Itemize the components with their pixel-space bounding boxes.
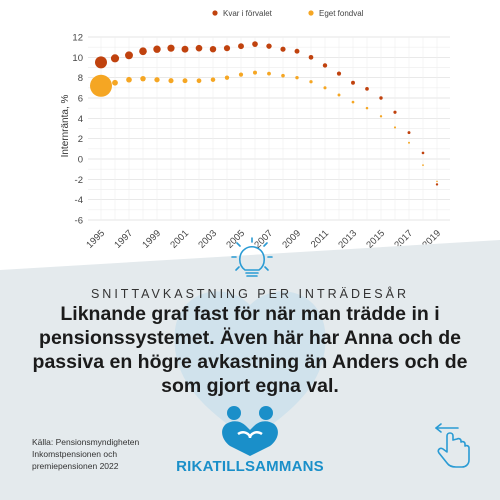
headline-text: Liknande graf fast för när man trädde in… <box>32 303 468 397</box>
point-eget-fondval <box>379 115 383 118</box>
point-kvar-i-forvalet <box>322 63 328 68</box>
point-eget-fondval <box>422 164 424 166</box>
point-eget-fondval <box>140 75 146 82</box>
point-eget-fondval <box>210 77 216 82</box>
point-kvar-i-forvalet <box>365 87 369 91</box>
swipe-left-hand-icon <box>435 423 470 468</box>
legend-swatch <box>212 10 218 16</box>
chart-grid <box>88 36 450 221</box>
x-axis: 1995 1997 1999 2001 2003 2005 2007 2009 2011 2013… <box>84 228 443 251</box>
point-eget-fondval <box>238 72 244 77</box>
point-kvar-i-forvalet <box>379 96 383 100</box>
x-tick-label: 2019 <box>420 228 443 251</box>
point-kvar-i-forvalet <box>153 45 161 53</box>
point-kvar-i-forvalet <box>181 45 189 53</box>
point-eget-fondval <box>224 75 230 80</box>
y-tick-label: 12 <box>72 33 83 44</box>
point-eget-fondval <box>323 86 327 90</box>
point-eget-fondval <box>295 75 299 80</box>
point-kvar-i-forvalet <box>336 71 342 76</box>
source-note: Källa: Pensionsmyndigheten Inkomstpensio… <box>32 437 140 471</box>
y-tick-label: 10 <box>72 53 83 64</box>
point-kvar-i-forvalet <box>393 110 397 114</box>
point-kvar-i-forvalet <box>280 46 286 52</box>
point-kvar-i-forvalet <box>421 151 425 155</box>
point-eget-fondval <box>196 78 202 84</box>
x-tick-label: 2015 <box>364 228 387 251</box>
y-tick-label: 4 <box>78 114 83 125</box>
chart: 12 10 8 6 4 2 0 -2 -4 -6 1995 1997 1999 2001 2003 2005… <box>60 9 450 251</box>
point-kvar-i-forvalet <box>266 43 272 49</box>
point-kvar-i-forvalet <box>125 51 133 60</box>
point-eget-fondval <box>337 93 341 97</box>
point-eget-fondval <box>309 80 313 84</box>
y-tick-label: -6 <box>75 216 83 227</box>
y-tick-label: -4 <box>75 195 83 206</box>
point-eget-fondval <box>126 76 132 83</box>
x-tick-label: 2011 <box>309 228 331 250</box>
x-tick-label: 1999 <box>140 228 163 251</box>
point-kvar-i-forvalet <box>195 44 203 52</box>
point-eget-fondval <box>351 100 355 104</box>
x-tick-label: 2009 <box>280 228 303 251</box>
x-tick-label: 2003 <box>196 228 219 251</box>
point-eget-fondval <box>112 79 118 86</box>
people-heart-logo-icon <box>222 406 278 456</box>
y-tick-label: 8 <box>78 73 83 84</box>
y-tick-label: 2 <box>78 134 83 145</box>
y-tick-label: -2 <box>75 175 83 186</box>
y-axis-label: Internränta, % <box>60 94 71 157</box>
point-kvar-i-forvalet <box>308 55 314 60</box>
y-tick-label: 6 <box>78 94 83 105</box>
y-axis: 12 10 8 6 4 2 0 -2 -4 -6 <box>72 33 83 227</box>
point-eget-fondval <box>168 78 174 84</box>
point-kvar-i-forvalet <box>294 48 300 54</box>
x-tick-label: 1997 <box>112 228 135 251</box>
point-eget-fondval <box>393 126 397 129</box>
point-eget-fondval <box>365 106 369 110</box>
point-eget-fondval <box>408 141 410 144</box>
x-tick-label: 2017 <box>392 228 415 251</box>
point-kvar-i-forvalet <box>435 183 439 186</box>
chart-marks <box>90 41 439 186</box>
point-kvar-i-forvalet <box>351 80 355 85</box>
legend-swatch <box>308 10 314 16</box>
point-eget-fondval <box>182 78 188 84</box>
point-kvar-i-forvalet <box>238 43 244 50</box>
point-kvar-i-forvalet <box>407 131 411 135</box>
x-tick-label: 2005 <box>224 228 247 251</box>
x-tick-label: 1995 <box>84 228 107 251</box>
point-eget-fondval <box>90 74 112 97</box>
point-eget-fondval <box>253 70 257 75</box>
brand-name: RIKATILLSAMMANS <box>176 458 324 475</box>
section-eyebrow: SNITTAVKASTNING PER INTRÄDESÅR <box>90 287 410 301</box>
point-eget-fondval <box>267 71 271 76</box>
point-eget-fondval <box>154 77 160 83</box>
point-kvar-i-forvalet <box>139 47 147 56</box>
legend-label: Eget fondval <box>319 9 364 18</box>
legend: Kvar i förvalet Eget fondval <box>212 9 364 18</box>
point-kvar-i-forvalet <box>223 45 231 52</box>
point-kvar-i-forvalet <box>167 44 175 52</box>
legend-label: Kvar i förvalet <box>223 9 273 18</box>
x-tick-label: 2001 <box>168 228 191 251</box>
point-kvar-i-forvalet <box>209 46 217 53</box>
y-tick-label: 0 <box>78 155 83 166</box>
point-kvar-i-forvalet <box>110 54 120 63</box>
point-kvar-i-forvalet <box>252 41 258 47</box>
point-kvar-i-forvalet <box>95 56 107 69</box>
point-eget-fondval <box>436 180 438 183</box>
x-tick-label: 2007 <box>252 228 275 251</box>
x-tick-label: 2013 <box>336 228 359 251</box>
point-eget-fondval <box>281 73 285 78</box>
